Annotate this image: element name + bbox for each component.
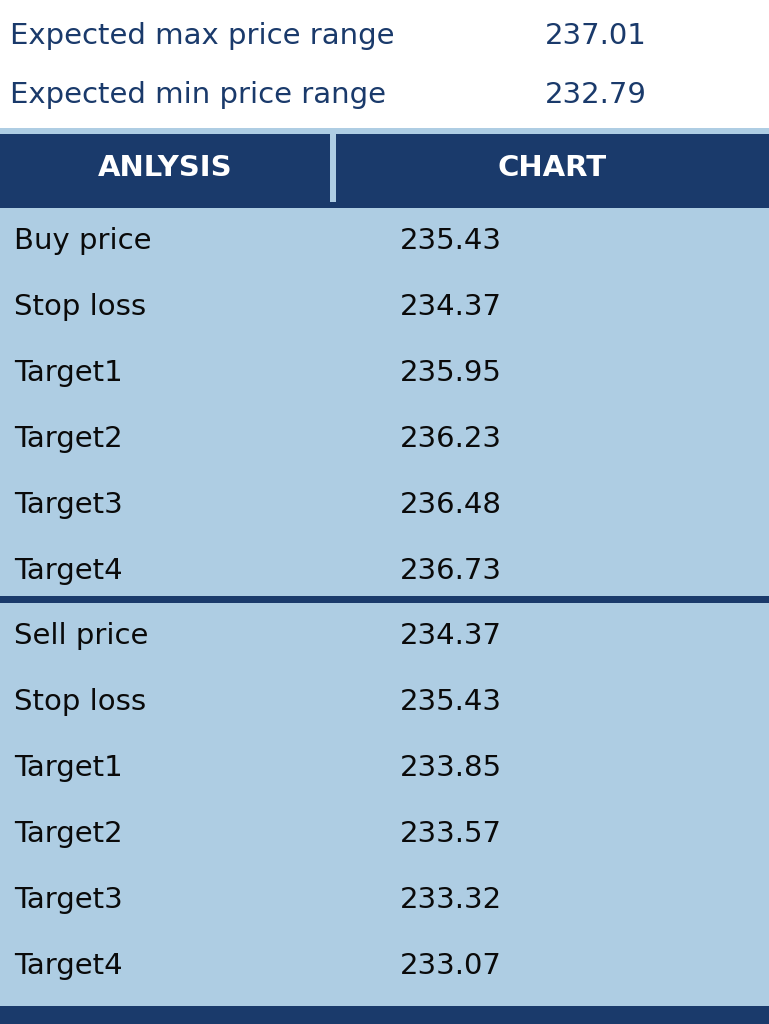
- Text: Stop loss: Stop loss: [14, 688, 146, 717]
- Text: 236.73: 236.73: [400, 556, 502, 585]
- Text: Target2: Target2: [14, 425, 122, 453]
- Text: ANLYSIS: ANLYSIS: [98, 154, 232, 182]
- Text: Target3: Target3: [14, 886, 123, 914]
- Text: 233.85: 233.85: [400, 755, 502, 782]
- Text: Target1: Target1: [14, 755, 123, 782]
- Text: Target2: Target2: [14, 820, 122, 848]
- Text: 233.32: 233.32: [400, 886, 502, 914]
- Text: CHART: CHART: [498, 154, 607, 182]
- Text: Sell price: Sell price: [14, 623, 148, 650]
- Text: 236.48: 236.48: [400, 490, 502, 518]
- Bar: [0, 134, 330, 202]
- Bar: [0, 597, 769, 603]
- Text: Buy price: Buy price: [14, 227, 151, 255]
- Text: Expected max price range: Expected max price range: [10, 22, 394, 50]
- Text: Stop loss: Stop loss: [14, 293, 146, 321]
- Text: Expected min price range: Expected min price range: [10, 81, 386, 109]
- Text: 235.95: 235.95: [400, 358, 502, 387]
- Text: Target3: Target3: [14, 490, 123, 518]
- Text: Target4: Target4: [14, 952, 122, 980]
- Bar: [330, 134, 336, 202]
- Text: 233.07: 233.07: [400, 952, 502, 980]
- Bar: [0, 202, 769, 208]
- Text: 237.01: 237.01: [545, 22, 647, 50]
- Text: 234.37: 234.37: [400, 623, 502, 650]
- Bar: [0, 128, 769, 134]
- Text: 233.57: 233.57: [400, 820, 502, 848]
- Bar: [0, 1006, 769, 1024]
- Text: 236.23: 236.23: [400, 425, 502, 453]
- Text: 234.37: 234.37: [400, 293, 502, 321]
- Text: Target1: Target1: [14, 358, 123, 387]
- Bar: [0, 0, 769, 128]
- Bar: [0, 202, 769, 1006]
- Text: Target4: Target4: [14, 556, 122, 585]
- Text: 232.79: 232.79: [545, 81, 647, 109]
- Text: 235.43: 235.43: [400, 688, 502, 717]
- Text: 235.43: 235.43: [400, 227, 502, 255]
- Bar: [336, 134, 769, 202]
